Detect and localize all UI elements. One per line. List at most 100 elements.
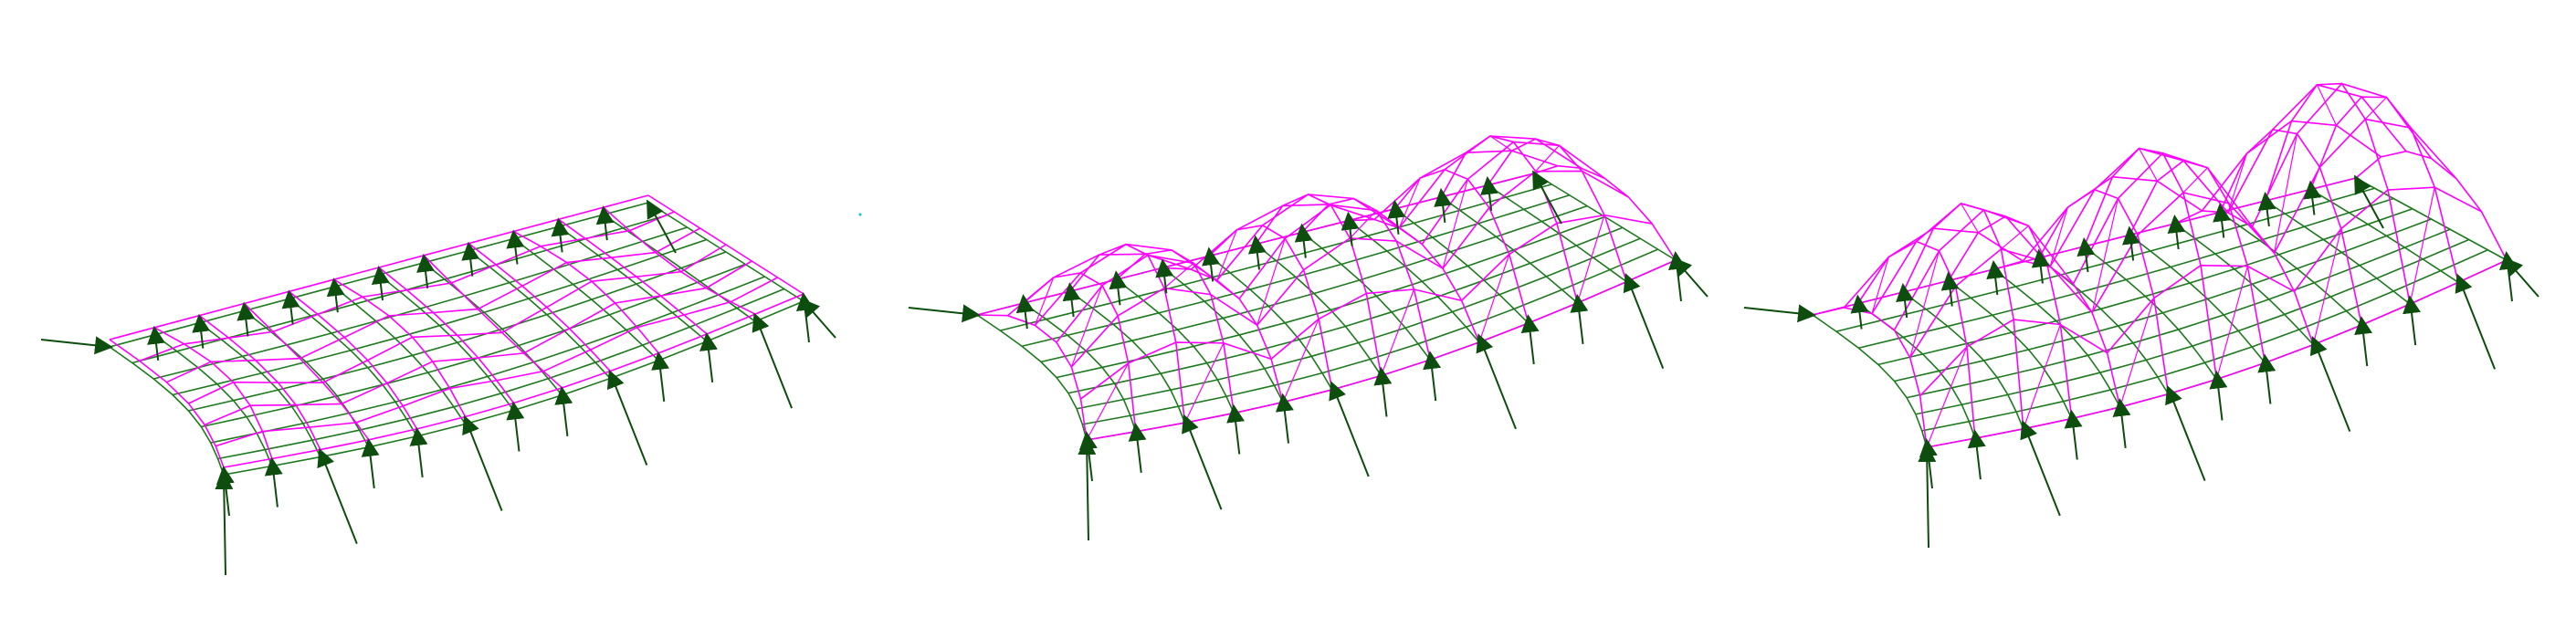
force-arrow-icon xyxy=(1062,282,1081,318)
deformed-mesh-line xyxy=(1909,118,2457,359)
deformed-mesh-line xyxy=(153,327,273,459)
base-mesh-line xyxy=(1915,238,2470,415)
force-arrow-icon xyxy=(416,253,435,288)
base-mesh-line xyxy=(1082,248,1658,425)
deformed-mesh-brace xyxy=(2023,324,2061,430)
force-arrow-icon xyxy=(1226,403,1246,455)
force-arrow-icon xyxy=(2064,409,2083,460)
deformed-mesh-line xyxy=(139,211,675,362)
force-arrow-icon xyxy=(1986,260,2005,296)
force-arrow-icon xyxy=(1329,381,1370,477)
deformed-mesh-brace xyxy=(2001,225,2029,250)
deformed-mesh-line xyxy=(378,267,515,403)
force-arrow-icon xyxy=(908,304,981,323)
deformed-mesh-line xyxy=(188,244,727,404)
force-arrow-icon xyxy=(361,437,380,488)
force-arrows xyxy=(40,199,836,576)
base-mesh-line xyxy=(423,262,563,396)
deformed-mesh-line xyxy=(558,218,708,335)
force-arrow-icon xyxy=(326,278,345,313)
deformed-mesh-line xyxy=(1843,120,2381,309)
base-mesh-line xyxy=(223,300,804,476)
base-mesh-line xyxy=(1440,196,1579,304)
base-mesh-line xyxy=(976,314,1088,441)
deformed-mesh-brace xyxy=(1282,319,1320,403)
deformed-mesh-line xyxy=(215,277,779,447)
base-mesh xyxy=(1812,177,2508,448)
deformed-mesh-brace xyxy=(1478,254,1510,343)
deformed-mesh-brace xyxy=(1926,346,1968,448)
deformed-mesh-brace xyxy=(2215,266,2248,380)
force-arrow-icon xyxy=(801,298,836,339)
base-mesh xyxy=(976,173,1677,441)
force-arrow-icon xyxy=(2077,237,2096,273)
deformed-mesh-line xyxy=(1255,194,1383,376)
force-arrow-icon xyxy=(1476,333,1517,430)
base-mesh-line xyxy=(198,322,321,457)
force-arrow-icon xyxy=(2403,295,2421,346)
force-arrow-icon xyxy=(2031,248,2050,284)
deformed-mesh-brace xyxy=(2182,167,2208,194)
force-arrow-icon xyxy=(1480,175,1498,212)
force-arrow-icon xyxy=(1743,304,1816,323)
base-mesh-line xyxy=(513,237,659,361)
base-mesh-line xyxy=(1835,187,2375,332)
force-arrow-icon xyxy=(2257,353,2276,404)
force-arrow-icon xyxy=(554,385,573,436)
force-arrow-icon xyxy=(147,325,165,361)
panel-undeformed-view xyxy=(40,194,836,576)
force-arrow-icon xyxy=(1078,436,1097,541)
base-mesh-line xyxy=(1076,237,1641,410)
base-mesh-line xyxy=(1208,255,1333,391)
deformed-mesh-brace xyxy=(2312,228,2342,345)
force-arrow-icon xyxy=(192,313,211,349)
force-arrow-icon xyxy=(2303,180,2322,215)
base-mesh-line xyxy=(1992,268,2121,408)
deformed-mesh-line xyxy=(198,315,321,450)
force-arrow-icon xyxy=(1570,293,1589,344)
base-mesh-line xyxy=(2310,188,2459,283)
deformed-mesh-brace xyxy=(1086,362,1130,441)
deformed-mesh-brace xyxy=(1489,135,1512,152)
force-arrow-icon xyxy=(1182,414,1223,510)
base-mesh-line xyxy=(1877,207,2413,366)
base-mesh-line xyxy=(603,214,756,322)
force-arrow-icon xyxy=(2165,384,2206,481)
force-arrow-icon xyxy=(1896,283,1914,319)
base-mesh-line xyxy=(2355,177,2508,261)
force-arrow-icon xyxy=(1434,187,1453,223)
force-arrow-icon xyxy=(317,447,358,544)
deformed-mesh-brace xyxy=(1909,250,1940,358)
force-arrow-icon xyxy=(1341,211,1360,246)
deformed-mesh-line xyxy=(289,290,418,430)
deformed-mesh-brace xyxy=(2316,84,2338,126)
force-arrow-icon xyxy=(264,456,283,508)
deformed-mesh-brace xyxy=(1070,285,1103,368)
base-mesh xyxy=(109,202,804,476)
base-mesh-line xyxy=(558,225,708,342)
force-arrow-icon xyxy=(462,414,503,511)
base-mesh-line xyxy=(1906,228,2451,399)
force-arrow-icon xyxy=(1373,366,1393,417)
force-arrow-icon xyxy=(2257,192,2276,227)
deformed-mesh-brace xyxy=(1442,179,1468,269)
deformed-mesh-line xyxy=(1487,138,1628,282)
deformed-mesh-brace xyxy=(2091,198,2119,313)
deformed-mesh-line xyxy=(2129,160,2266,363)
base-mesh-line xyxy=(378,274,515,411)
force-arrow-icon xyxy=(1918,444,1937,549)
force-arrow-icon xyxy=(2112,397,2131,449)
force-arrow-icon xyxy=(551,217,570,253)
deformed-mesh-line xyxy=(1533,164,1677,261)
deformed-mesh-brace xyxy=(1308,194,1330,205)
deformed-mesh-line xyxy=(1162,267,1284,403)
force-arrow-icon xyxy=(1532,170,1562,225)
base-mesh-line xyxy=(1021,194,1570,348)
deformed-mesh-brace xyxy=(1961,203,1979,234)
base-mesh-line xyxy=(153,226,688,380)
deformed-mesh-line xyxy=(1812,307,1928,448)
base-mesh-line xyxy=(333,286,467,424)
force-arrow-icon xyxy=(1202,246,1220,282)
base-mesh-line xyxy=(2219,211,2362,326)
